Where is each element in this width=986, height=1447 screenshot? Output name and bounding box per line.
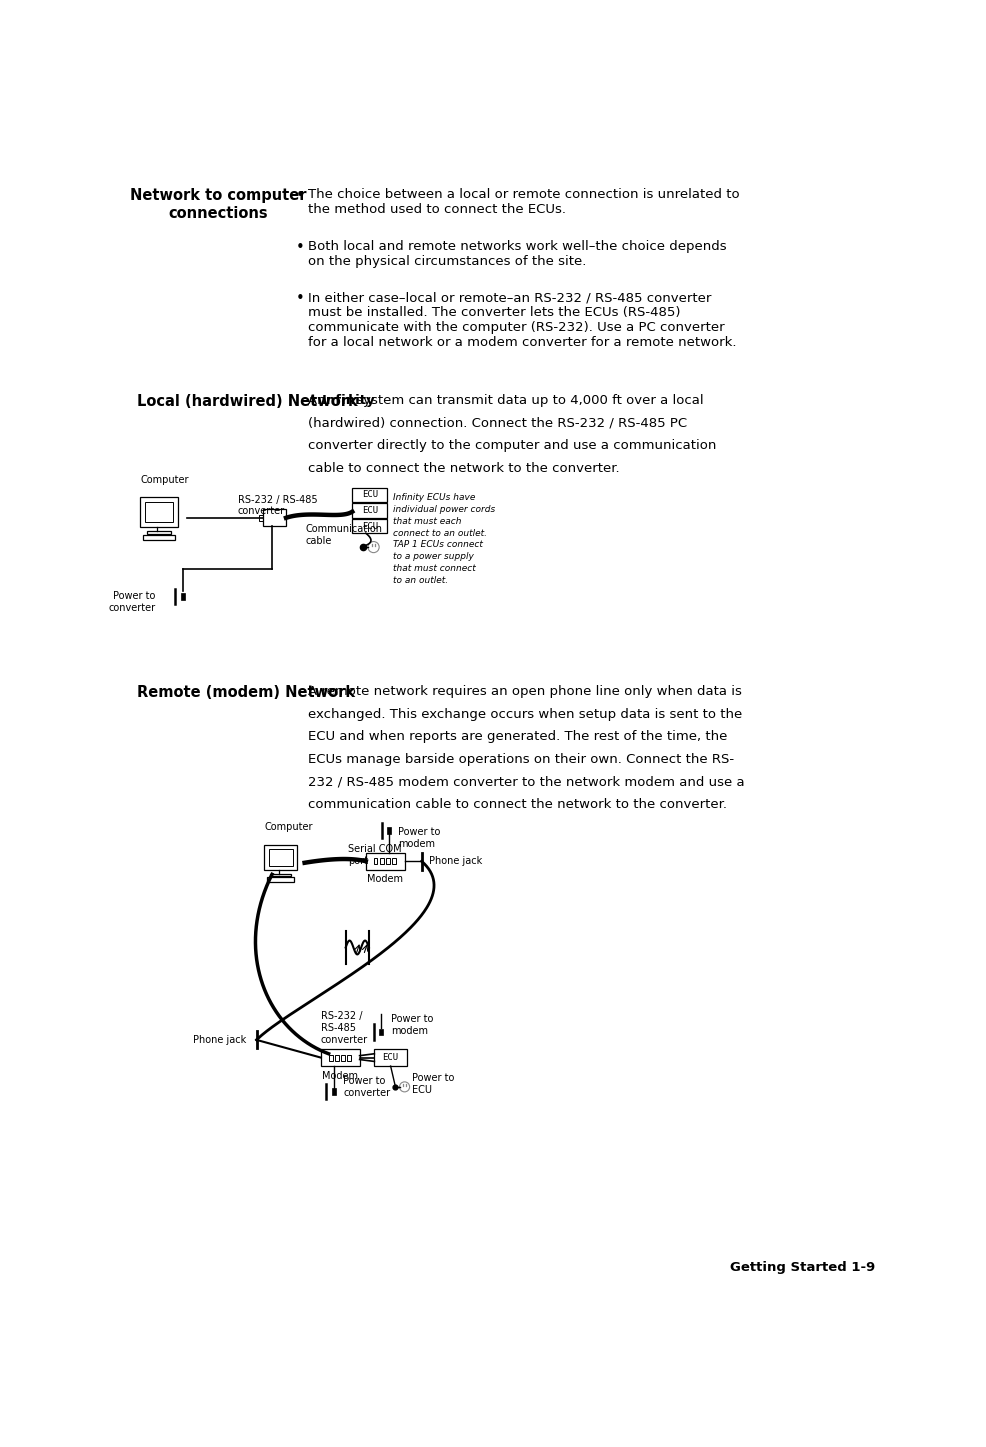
Bar bbox=[352, 519, 387, 534]
Text: RS-232 /
RS-485
converter: RS-232 / RS-485 converter bbox=[320, 1011, 368, 1045]
Text: Communication
cable: Communication cable bbox=[306, 524, 383, 546]
Bar bbox=[147, 531, 172, 534]
Bar bbox=[341, 1055, 345, 1061]
Text: exchanged. This exchange occurs when setup data is sent to the: exchanged. This exchange occurs when set… bbox=[308, 708, 741, 721]
Bar bbox=[267, 877, 294, 881]
Bar bbox=[375, 1049, 407, 1066]
Text: In either case–local or remote–an RS-232 / RS-485 converter
must be installed. T: In either case–local or remote–an RS-232… bbox=[308, 291, 737, 349]
Text: Getting Started 1-9: Getting Started 1-9 bbox=[730, 1260, 875, 1273]
Bar bbox=[140, 496, 178, 527]
Text: Network to computer
connections: Network to computer connections bbox=[129, 188, 306, 221]
Bar bbox=[392, 858, 396, 864]
Bar bbox=[320, 1049, 360, 1066]
Text: •: • bbox=[296, 188, 305, 203]
Text: Modem: Modem bbox=[322, 1071, 358, 1081]
Bar bbox=[328, 1055, 332, 1061]
Text: Local (hardwired) Network: Local (hardwired) Network bbox=[137, 394, 358, 410]
Bar bbox=[332, 1088, 336, 1095]
Bar bbox=[374, 858, 378, 864]
Text: Power to
ECU: Power to ECU bbox=[411, 1074, 454, 1094]
Text: Modem: Modem bbox=[367, 874, 403, 884]
Text: Power to
modem: Power to modem bbox=[398, 828, 441, 849]
Text: ECU: ECU bbox=[362, 506, 378, 515]
Text: converter directly to the computer and use a communication: converter directly to the computer and u… bbox=[308, 440, 716, 453]
Bar bbox=[352, 488, 387, 502]
Text: Both local and remote networks work well–the choice depends
on the physical circ: Both local and remote networks work well… bbox=[308, 240, 727, 268]
Text: Power to
modem: Power to modem bbox=[390, 1014, 433, 1036]
Text: RS-232 / RS-485
converter: RS-232 / RS-485 converter bbox=[238, 495, 317, 517]
Text: Computer: Computer bbox=[264, 822, 313, 832]
Bar bbox=[380, 858, 384, 864]
Text: Phone jack: Phone jack bbox=[429, 857, 482, 867]
Text: Serial COM
port: Serial COM port bbox=[348, 844, 401, 865]
Bar bbox=[335, 1055, 339, 1061]
Bar bbox=[366, 852, 404, 870]
Text: Remote (modem) Network: Remote (modem) Network bbox=[137, 684, 355, 700]
Text: communication cable to connect the network to the converter.: communication cable to connect the netwo… bbox=[308, 799, 727, 812]
Bar bbox=[387, 828, 391, 833]
Text: ECU and when reports are generated. The rest of the time, the: ECU and when reports are generated. The … bbox=[308, 731, 727, 744]
Text: Computer: Computer bbox=[140, 475, 188, 485]
Text: Power to
converter: Power to converter bbox=[108, 590, 156, 612]
Text: system can transmit data up to 4,000 ft over a local: system can transmit data up to 4,000 ft … bbox=[352, 394, 703, 407]
Bar bbox=[380, 1029, 384, 1036]
Bar bbox=[264, 845, 297, 871]
Text: (hardwired) connection. Connect the RS-232 / RS-485 PC: (hardwired) connection. Connect the RS-2… bbox=[308, 417, 687, 430]
Bar bbox=[262, 509, 286, 527]
Bar bbox=[144, 534, 176, 540]
Text: Power to
converter: Power to converter bbox=[343, 1077, 390, 1098]
Text: cable to connect the network to the converter.: cable to connect the network to the conv… bbox=[308, 462, 619, 475]
Bar bbox=[352, 504, 387, 518]
Text: Phone jack: Phone jack bbox=[193, 1035, 246, 1045]
Text: A remote network requires an open phone line only when data is: A remote network requires an open phone … bbox=[308, 684, 741, 697]
Bar bbox=[259, 515, 262, 521]
Text: 232 / RS-485 modem converter to the network modem and use a: 232 / RS-485 modem converter to the netw… bbox=[308, 776, 744, 789]
Bar bbox=[268, 849, 293, 867]
Bar bbox=[386, 858, 389, 864]
Text: Infinity: Infinity bbox=[321, 394, 375, 407]
Text: ECUs manage barside operations on their own. Connect the RS-: ECUs manage barside operations on their … bbox=[308, 752, 734, 765]
Bar bbox=[270, 874, 291, 877]
Text: ECU: ECU bbox=[383, 1053, 398, 1062]
Bar bbox=[347, 1055, 351, 1061]
Text: ECU: ECU bbox=[362, 521, 378, 531]
Text: The choice between a local or remote connection is unrelated to
the method used : The choice between a local or remote con… bbox=[308, 188, 740, 216]
Text: •: • bbox=[296, 291, 305, 307]
Text: Infinity ECUs have
individual power cords
that must each
connect to an outlet.
T: Infinity ECUs have individual power cord… bbox=[393, 493, 495, 585]
Text: ECU: ECU bbox=[362, 491, 378, 499]
Bar bbox=[180, 593, 185, 599]
Text: An: An bbox=[308, 394, 329, 407]
Text: •: • bbox=[296, 240, 305, 255]
Bar bbox=[145, 502, 174, 522]
